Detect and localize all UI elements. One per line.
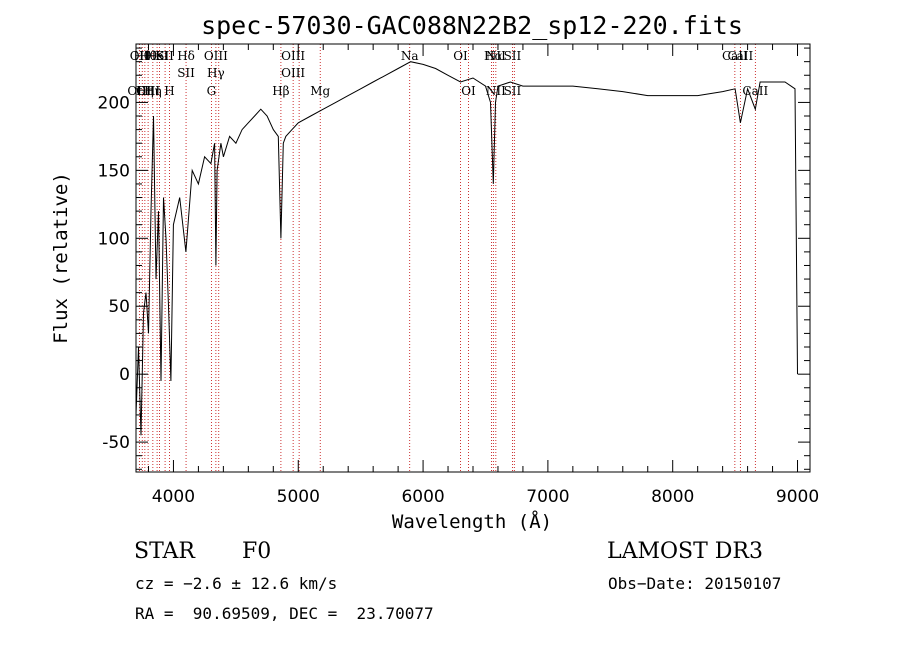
marker-label: Hθ — [133, 49, 151, 63]
marker-label: Hα — [484, 49, 503, 63]
marker-label: SII — [504, 84, 522, 98]
marker-label: CaII — [722, 49, 748, 63]
spectrum-line — [135, 61, 798, 436]
object-class: STAR — [134, 539, 195, 564]
coordinates: RA = 90.69509, DEC = 23.70077 — [135, 604, 434, 623]
marker-label: OIII — [136, 84, 160, 98]
marker-label: Hβ — [272, 84, 289, 98]
y-tick-label: 200 — [98, 93, 130, 113]
marker-label: Hη — [144, 84, 162, 98]
marker-label: OII — [130, 49, 150, 63]
survey-name: LAMOST DR3 — [607, 539, 763, 564]
marker-label: H — [164, 84, 174, 98]
x-tick-label: 4000 — [152, 487, 195, 507]
observation-date: Obs−Date: 20150107 — [608, 574, 782, 593]
marker-label: CaII — [727, 49, 753, 63]
y-tick-label: 100 — [98, 229, 130, 249]
marker-label: SII — [504, 49, 522, 63]
y-tick-label: 150 — [98, 161, 130, 181]
marker-label: Mg — [310, 84, 330, 98]
plot-frame — [135, 43, 811, 473]
marker-label: CaII — [742, 84, 768, 98]
x-tick-label: 6000 — [401, 487, 444, 507]
marker-label: Hθ — [139, 49, 157, 63]
marker-label: SII — [177, 66, 195, 80]
marker-label: OIII — [204, 49, 228, 63]
y-axis-label: Flux (relative) — [50, 172, 72, 344]
marker-label: Hη — [136, 84, 154, 98]
x-tick-label: 5000 — [277, 487, 320, 507]
y-tick-label: 0 — [119, 365, 130, 385]
x-axis-label: Wavelength (Å) — [392, 510, 552, 533]
marker-label: OI — [461, 84, 476, 98]
marker-label: HeI — [146, 49, 169, 63]
marker-label: Na — [401, 49, 419, 63]
x-tick-label: 8000 — [651, 487, 694, 507]
marker-label: Hγ — [207, 66, 225, 80]
x-axis-ticks: 4000 5000 6000 7000 8000 9000 — [147, 44, 819, 507]
x-tick-label: 7000 — [526, 487, 569, 507]
y-tick-label: -50 — [102, 433, 130, 453]
y-axis-ticks: -50 0 50 100 150 200 — [98, 47, 810, 470]
x-tick-label: 9000 — [776, 487, 819, 507]
marker-label: NII — [486, 84, 506, 98]
marker-labels: OIIOIIIHθHηHθOIIIHηHeIKSIIHHδSIIGOIIIHγH… — [127, 49, 768, 98]
chart-title: spec-57030-GAC088N22B2_sp12-220.fits — [201, 11, 743, 40]
marker-label: OIII — [127, 84, 151, 98]
redshift-cz: cz = −2.6 ± 12.6 km/s — [135, 574, 338, 593]
object-subclass: F0 — [242, 539, 272, 564]
marker-label: G — [207, 84, 217, 98]
marker-label: Hδ — [177, 49, 195, 63]
marker-lines — [138, 44, 756, 472]
marker-label: OIII — [281, 66, 305, 80]
marker-label: OIII — [281, 49, 305, 63]
y-tick-label: 50 — [108, 297, 130, 317]
spectrum-plot: spec-57030-GAC088N22B2_sp12-220.fits OII… — [50, 11, 819, 533]
marker-label: NII — [486, 49, 506, 63]
marker-label: SII — [156, 49, 174, 63]
marker-label: K — [155, 49, 165, 63]
marker-label: OI — [453, 49, 468, 63]
